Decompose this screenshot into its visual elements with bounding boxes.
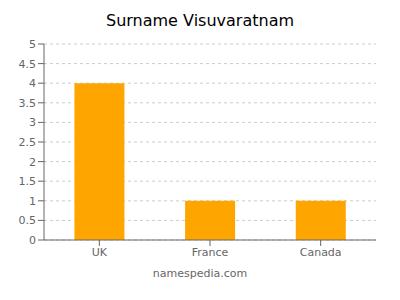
- svg-text:4.5: 4.5: [19, 58, 37, 71]
- svg-text:3: 3: [29, 116, 36, 129]
- svg-text:UK: UK: [92, 246, 108, 259]
- svg-text:3.5: 3.5: [19, 97, 37, 110]
- svg-text:1: 1: [29, 195, 36, 208]
- svg-text:0.5: 0.5: [19, 214, 37, 227]
- svg-text:France: France: [192, 246, 229, 259]
- svg-text:5: 5: [29, 38, 36, 51]
- html-text:namespedia.com: namespedia.com: [152, 267, 248, 280]
- svg-text:4: 4: [29, 77, 36, 90]
- html-text:Surname Visuvaratnam: Surname Visuvaratnam: [106, 11, 294, 30]
- svg-text:2.5: 2.5: [19, 136, 37, 149]
- svg-text:Canada: Canada: [300, 246, 342, 259]
- svg-text:0: 0: [29, 234, 36, 247]
- svg-text:1.5: 1.5: [19, 175, 37, 188]
- svg-text:2: 2: [29, 156, 36, 169]
